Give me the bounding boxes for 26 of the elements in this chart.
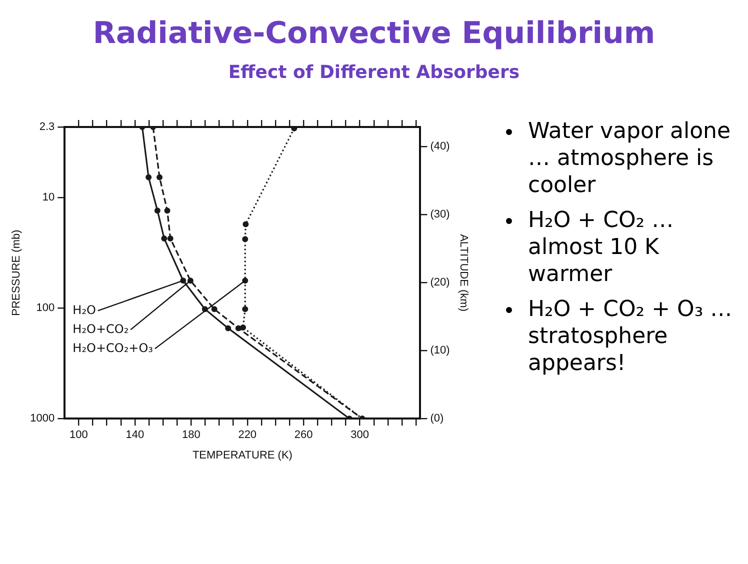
text: H₂O+CO₂ (72, 322, 129, 336)
y-tick-label: 100 (36, 302, 55, 314)
x-tick-label: 180 (182, 429, 200, 442)
text: H₂O + CO₂ … almost 10 K warmer (528, 208, 674, 287)
y-tick-label: 2.3 (39, 121, 55, 134)
y-axis-title: PRESSURE (mb) (10, 230, 23, 316)
text: H₂O+CO₂+O₃ (72, 340, 154, 355)
x-tick-label: 140 (126, 429, 144, 442)
y-tick-label: 1000 (30, 412, 55, 425)
x-tick-label: 100 (70, 429, 88, 442)
y2-axis-title: ALTITUDE (km) (457, 234, 470, 312)
chart-title: Radiative-Convective Equilibrium (92, 16, 656, 51)
chart-subtitle: Effect of Different Absorbers (227, 62, 521, 83)
y2-tick-label: (10) (430, 344, 450, 357)
y2-tick-label: (40) (430, 140, 450, 153)
y2-tick-label: (30) (430, 208, 450, 221)
x-axis-title: TEMPERATURE (K) (192, 449, 292, 462)
text: H₂O (72, 302, 96, 317)
text: H₂O + CO₂ + O₃ … stratosphere appears! (528, 297, 732, 376)
x-tick-label: 220 (238, 429, 257, 442)
x-tick-label: 300 (350, 429, 369, 442)
text: Water vapor alone … atmosphere is cooler (528, 119, 731, 198)
y2-tick-label: (20) (430, 276, 450, 289)
y-tick-label: 10 (42, 192, 55, 204)
x-tick-label: 260 (294, 429, 313, 442)
y2-tick-label: (0) (430, 412, 444, 425)
